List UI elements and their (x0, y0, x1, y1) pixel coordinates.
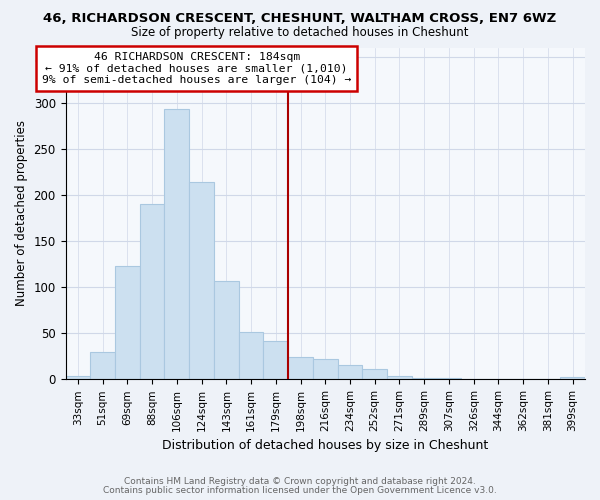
Bar (338, 364, 362, 380)
Bar (65, 376, 90, 380)
Text: Contains public sector information licensed under the Open Government Licence v3: Contains public sector information licen… (103, 486, 497, 495)
Bar (90, 352, 115, 380)
Bar (560, 376, 585, 380)
Text: Size of property relative to detached houses in Cheshunt: Size of property relative to detached ho… (131, 26, 469, 39)
Bar (140, 204, 164, 380)
Y-axis label: Number of detached properties: Number of detached properties (15, 120, 28, 306)
Text: 46 RICHARDSON CRESCENT: 184sqm
← 91% of detached houses are smaller (1,010)
9% o: 46 RICHARDSON CRESCENT: 184sqm ← 91% of … (42, 52, 352, 86)
Bar (387, 376, 412, 380)
Bar (214, 280, 239, 380)
Text: Contains HM Land Registry data © Crown copyright and database right 2024.: Contains HM Land Registry data © Crown c… (124, 477, 476, 486)
Bar (239, 332, 263, 380)
Bar (263, 340, 288, 380)
Bar (437, 378, 461, 380)
Bar (115, 266, 140, 380)
Bar (412, 378, 437, 380)
Bar (189, 182, 214, 380)
Bar (362, 369, 387, 380)
Bar (313, 359, 338, 380)
Text: 46, RICHARDSON CRESCENT, CHESHUNT, WALTHAM CROSS, EN7 6WZ: 46, RICHARDSON CRESCENT, CHESHUNT, WALTH… (43, 12, 557, 26)
Bar (288, 357, 313, 380)
X-axis label: Distribution of detached houses by size in Cheshunt: Distribution of detached houses by size … (162, 440, 488, 452)
Bar (164, 110, 189, 380)
